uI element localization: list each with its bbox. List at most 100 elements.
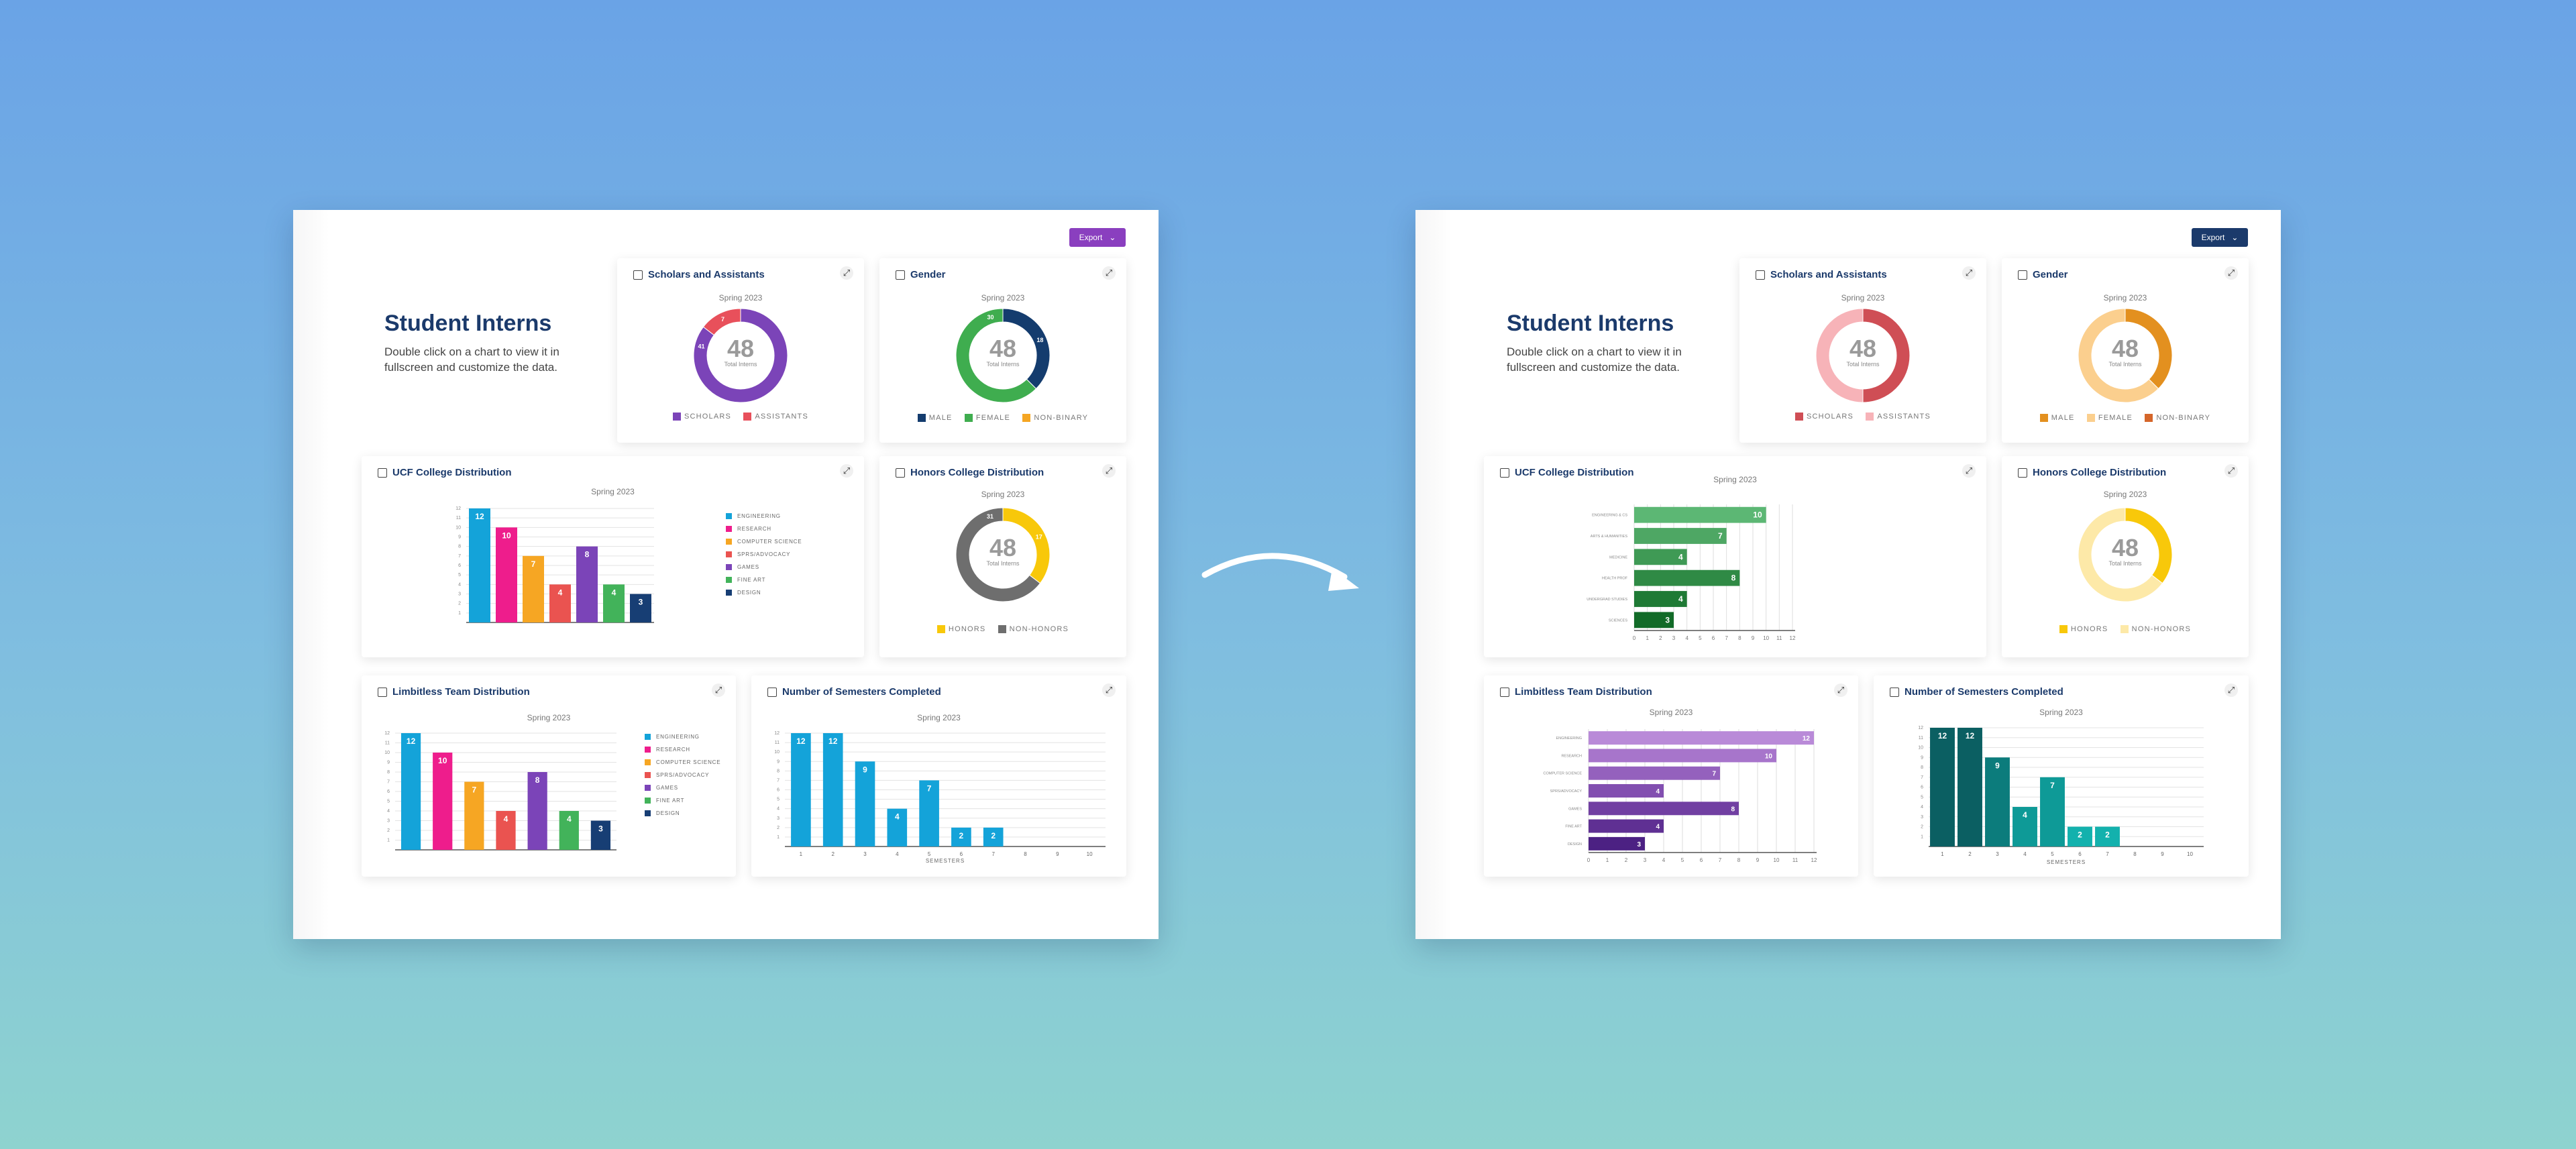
x-axis-label: SEMESTERS [926,858,965,864]
expand-icon[interactable]: ⤢ [840,464,853,478]
legend-item: COMPUTER SCIENCE [726,535,802,548]
bar [400,733,421,850]
x-tick-label: 8 [1737,857,1741,863]
legend-item-honors: HONORS [2059,625,2108,633]
expand-icon[interactable]: ⤢ [840,266,853,280]
scholars-card[interactable]: Scholars and Assistants ⤢ Spring 2023 48… [1739,258,1986,443]
select-checkbox[interactable] [378,687,387,697]
hbar-chart[interactable]: 0 1 2 3 4 5 6 7 8 9 10 11 1212ENGINEERING10RESEARCH7… [1495,724,1830,873]
select-checkbox[interactable] [767,687,777,697]
y-tick-label: COMPUTER SCIENCE [1544,772,1582,776]
card-title-text: Gender [910,269,946,280]
semesters-card[interactable]: Number of Semesters Completed ⤢ Spring 2… [751,675,1126,877]
card-title-text: Number of Semesters Completed [782,686,941,698]
slice-label: 18 [1036,337,1043,343]
card-title: Gender [2018,269,2068,280]
select-checkbox[interactable] [2018,468,2027,478]
scholars-card[interactable]: Scholars and Assistants ⤢ Spring 2023 41… [617,258,864,443]
chart-subtitle: Spring 2023 [2103,293,2147,303]
expand-icon[interactable]: ⤢ [1102,683,1116,697]
expand-icon[interactable]: ⤢ [2224,683,2238,697]
y-tick-label: FINE ART [1565,825,1582,829]
honors-card[interactable]: Honors College Distribution ⤢ Spring 202… [2002,456,2249,657]
select-checkbox[interactable] [633,270,643,280]
y-tick-label: 5 [458,573,461,578]
legend-item-assistants: ASSISTANTS [1866,413,1931,421]
expand-icon[interactable]: ⤢ [2224,266,2238,280]
bar-value-label: 9 [863,765,867,774]
x-tick-label: 12 [1790,635,1796,641]
gender-card[interactable]: Gender ⤢ Spring 2023 48 Total Interns MA… [2002,258,2249,443]
expand-icon[interactable]: ⤢ [1102,266,1116,280]
bar [433,753,453,850]
select-checkbox[interactable] [2018,270,2027,280]
ucf-college-card[interactable]: UCF College Distribution ⤢ Spring 2023 1… [362,456,864,657]
donut-chart[interactable] [2075,504,2176,605]
expand-icon[interactable]: ⤢ [1834,683,1847,697]
chart-legend: SCHOLARS ASSISTANTS [617,413,864,423]
card-title-text: Scholars and Assistants [648,269,765,280]
export-button[interactable]: Export ⌄ [1069,228,1126,247]
card-title: Number of Semesters Completed [1890,686,2063,698]
card-title: Scholars and Assistants [633,269,765,280]
expand-icon[interactable]: ⤢ [1962,464,1976,478]
y-tick-label: 2 [458,602,461,606]
x-tick-label: 9 [2161,851,2164,857]
select-checkbox[interactable] [1890,687,1899,697]
x-tick-label: 10 [1774,857,1780,863]
limbitless-card[interactable]: Limbitless Team Distribution ⤢ Spring 20… [1484,675,1858,877]
y-tick-label: 7 [458,554,461,559]
gender-card[interactable]: Gender ⤢ Spring 2023 18 30 48 Total Inter… [879,258,1126,443]
bar-value-label: 12 [1803,735,1811,743]
x-tick-label: 3 [1996,851,1999,857]
donut-center: 48 Total Interns [973,536,1033,567]
y-tick-label: 5 [1921,795,1923,800]
x-tick-label: 0 [1587,857,1591,863]
select-checkbox[interactable] [378,468,387,478]
donut-chart[interactable]: 41 7 [690,305,791,406]
select-checkbox[interactable] [1500,687,1509,697]
x-tick-label: 5 [1681,857,1684,863]
total-value: 48 [989,534,1017,561]
expand-icon[interactable]: ⤢ [712,683,725,697]
bar [496,811,516,850]
ucf-college-card[interactable]: UCF College Distribution ⤢ Spring 2023 0… [1484,456,1986,657]
select-checkbox[interactable] [1500,468,1509,478]
limbitless-card[interactable]: Limbitless Team Distribution ⤢ Spring 20… [362,675,736,877]
x-tick-label: 1 [1646,635,1649,641]
semesters-card[interactable]: Number of Semesters Completed ⤢ Spring 2… [1874,675,2249,877]
x-tick-label: 2 [831,851,835,857]
card-title: Limbitless Team Distribution [378,686,530,698]
chevron-down-icon: ⌄ [2231,233,2239,242]
bar [919,780,939,846]
bar [1634,528,1727,544]
expand-icon[interactable]: ⤢ [2224,464,2238,478]
expand-icon[interactable]: ⤢ [1102,464,1116,478]
bar [590,820,611,850]
expand-icon[interactable]: ⤢ [1962,266,1976,280]
donut-slice [2078,507,2163,602]
y-tick-label: 10 [1918,746,1923,751]
x-tick-label: 6 [2078,851,2082,857]
y-tick-label: 1 [458,611,461,616]
select-checkbox[interactable] [896,270,905,280]
y-tick-label: UNDERGRAD STUDIES [1587,598,1627,602]
bar [1634,569,1740,586]
export-button[interactable]: Export ⌄ [2192,228,2248,247]
chart-subtitle: Spring 2023 [1713,475,1757,484]
select-checkbox[interactable] [896,468,905,478]
y-tick-label: SPRS/ADVOCACY [1550,789,1582,794]
donut-chart[interactable] [2075,305,2176,406]
honors-card[interactable]: Honors College Distribution ⤢ Spring 202… [879,456,1126,657]
donut-chart[interactable] [1813,305,1913,406]
select-checkbox[interactable] [1756,270,1765,280]
card-title: Limbitless Team Distribution [1500,686,1652,698]
x-tick-label: 9 [1056,851,1059,857]
